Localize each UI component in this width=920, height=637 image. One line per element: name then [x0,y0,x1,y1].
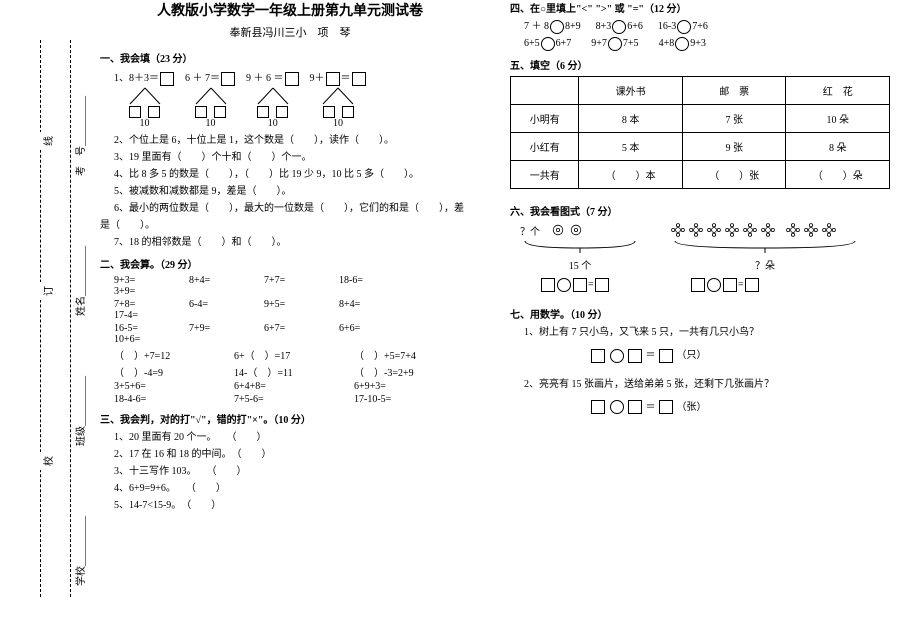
s7-eq2: ＝ （张） [590,398,890,415]
s4-row2: 6+56+7 9+77+5 4+89+3 [524,36,890,51]
bind-label-school: 学校__________ [72,512,87,590]
fill-table: 课外书 邮 票 红 花 小明有 8 本 7 张 10 朵 小红有 5 本 9 张… [510,76,890,189]
bind-label-name: 姓名__________ [72,242,87,320]
right-column: 四、在○里填上"<" ">" 或 "="（12 分） 7 ＋ 88+9 8+36… [510,0,890,515]
s3-i1: 1、20 里面有 20 个一。 （ ） [114,430,480,445]
tree-4: 9＋＝ 10 [310,69,367,129]
calc-row-2: 7+8= 6-4= 9+5= 8+4= 17-4= [114,299,480,321]
s1-q6a: 6、最小的两位数是（ ），最大的一位数是（ ），它们的和是（ ），差 [114,201,480,216]
bind-mark-3: 校 [40,452,55,470]
picture-row: ？个 15 个 = [520,222,890,292]
section-5-head: 五、填空（6 分） [510,57,890,72]
s1-q6b: 是（ ）。 [100,218,480,233]
tree-1: 1、8＋3＝ 10 [114,69,175,129]
tree-3: 9 ＋ 6 ＝ 10 [246,69,300,129]
section-2-head: 二、我会算。（29 分） [100,256,480,271]
s4-row1: 7 ＋ 88+9 8+36+6 16-37+6 [524,19,890,34]
page-content: 人教版小学数学一年级上册第九单元测试卷 奉新县冯川三小 项 琴 一、我会填（23… [100,0,920,515]
s1-q2: 2、个位上是 6，十位上是 1，这个数是（ ），读作（ ）。 [114,133,480,148]
table-row: 一共有 （ ）本 （ ）张 （ ）朵 [511,161,890,189]
page-title: 人教版小学数学一年级上册第九单元测试卷 [100,0,480,20]
bind-label-kaohao: 考 号__________ [72,92,87,180]
section-3-head: 三、我会判，对的打"√"，错的打"×"。（10 分） [100,411,480,426]
pict-right: ？朵 = [670,222,860,292]
calc-row-1: 9+3= 8+4= 7+7= 18-6= 3+9= [114,275,480,297]
calc-wide-2: （ ）-4=9 14-（ ）=11 （ ）-3=2+9 [114,364,480,379]
section-4-head: 四、在○里填上"<" ">" 或 "="（12 分） [510,0,890,15]
s3-i4: 4、6+9=9+6。 （ ） [114,481,480,496]
brace-icon [520,238,640,254]
eq-left: = [540,278,640,292]
calc-row-3: 16-5= 7+9= 6+7= 6+6= 10+6= [114,323,480,345]
eq-right: = [690,278,860,292]
subtitle: 奉新县冯川三小 项 琴 [100,24,480,40]
s7-q2: 2、亮亮有 15 张画片，送给弟弟 5 张，还剩下几张画片？ [524,377,890,392]
section-6-head: 六、我会看图式（7 分） [510,203,890,218]
bind-label-class: 班级__________ [72,372,87,450]
calc-chain-1: 3+5+6= 6+4+8= 6+9+3= [114,381,480,392]
calc-chain-2: 18-4-6= 7+5-6= 17-10-5= [114,394,480,405]
bind-mark-1: 线 [40,132,55,150]
table-row: 课外书 邮 票 红 花 [511,77,890,105]
s1-q7: 7、18 的相邻数是（ ）和（ ）。 [114,235,480,250]
s1-q5: 5、被减数和减数都是 9，差是（ ）。 [114,184,480,199]
s3-i2: 2、17 在 16 和 18 的中间。 （ ） [114,447,480,462]
s7-eq1: ＝ （只） [590,346,890,363]
table-row: 小明有 8 本 7 张 10 朵 [511,105,890,133]
swirls [550,222,584,238]
q1-trees: 1、8＋3＝ 10 6 ＋ 7＝ 10 9 ＋ 6 ＝ 10 9＋＝ [114,69,480,129]
s3-i3: 3、十三写作 103。 （ ） [114,464,480,479]
bind-mark-2: 订 [40,282,55,300]
left-column: 人教版小学数学一年级上册第九单元测试卷 奉新县冯川三小 项 琴 一、我会填（23… [100,0,480,515]
s1-q4: 4、比 8 多 5 的数是（ ），（ ）比 19 少 9，10 比 5 多（ ）… [114,167,480,182]
calc-wide-1: （ ）+7=12 6+（ ）=17 （ ）+5=7+4 [114,347,480,362]
section-7-head: 七、用数学。（10 分） [510,306,890,321]
binding-margin: 线 订 校 考 号__________ 姓名__________ 班级_____… [10,0,100,637]
section-1-head: 一、我会填（23 分） [100,50,480,65]
s3-i5: 5、14-7<15-9。 （ ） [114,498,480,513]
s7-q1: 1、树上有 7 只小鸟，又飞来 5 只，一共有几只小鸟？ [524,325,890,340]
pict-left: ？个 15 个 = [520,222,640,292]
tree-2: 6 ＋ 7＝ 10 [185,69,236,129]
flowers-row [670,222,860,238]
s1-q3: 3、19 里面有（ ）个十和（ ）个一。 [114,150,480,165]
brace-icon [670,238,860,254]
table-row: 小红有 5 本 9 张 8 朵 [511,133,890,161]
